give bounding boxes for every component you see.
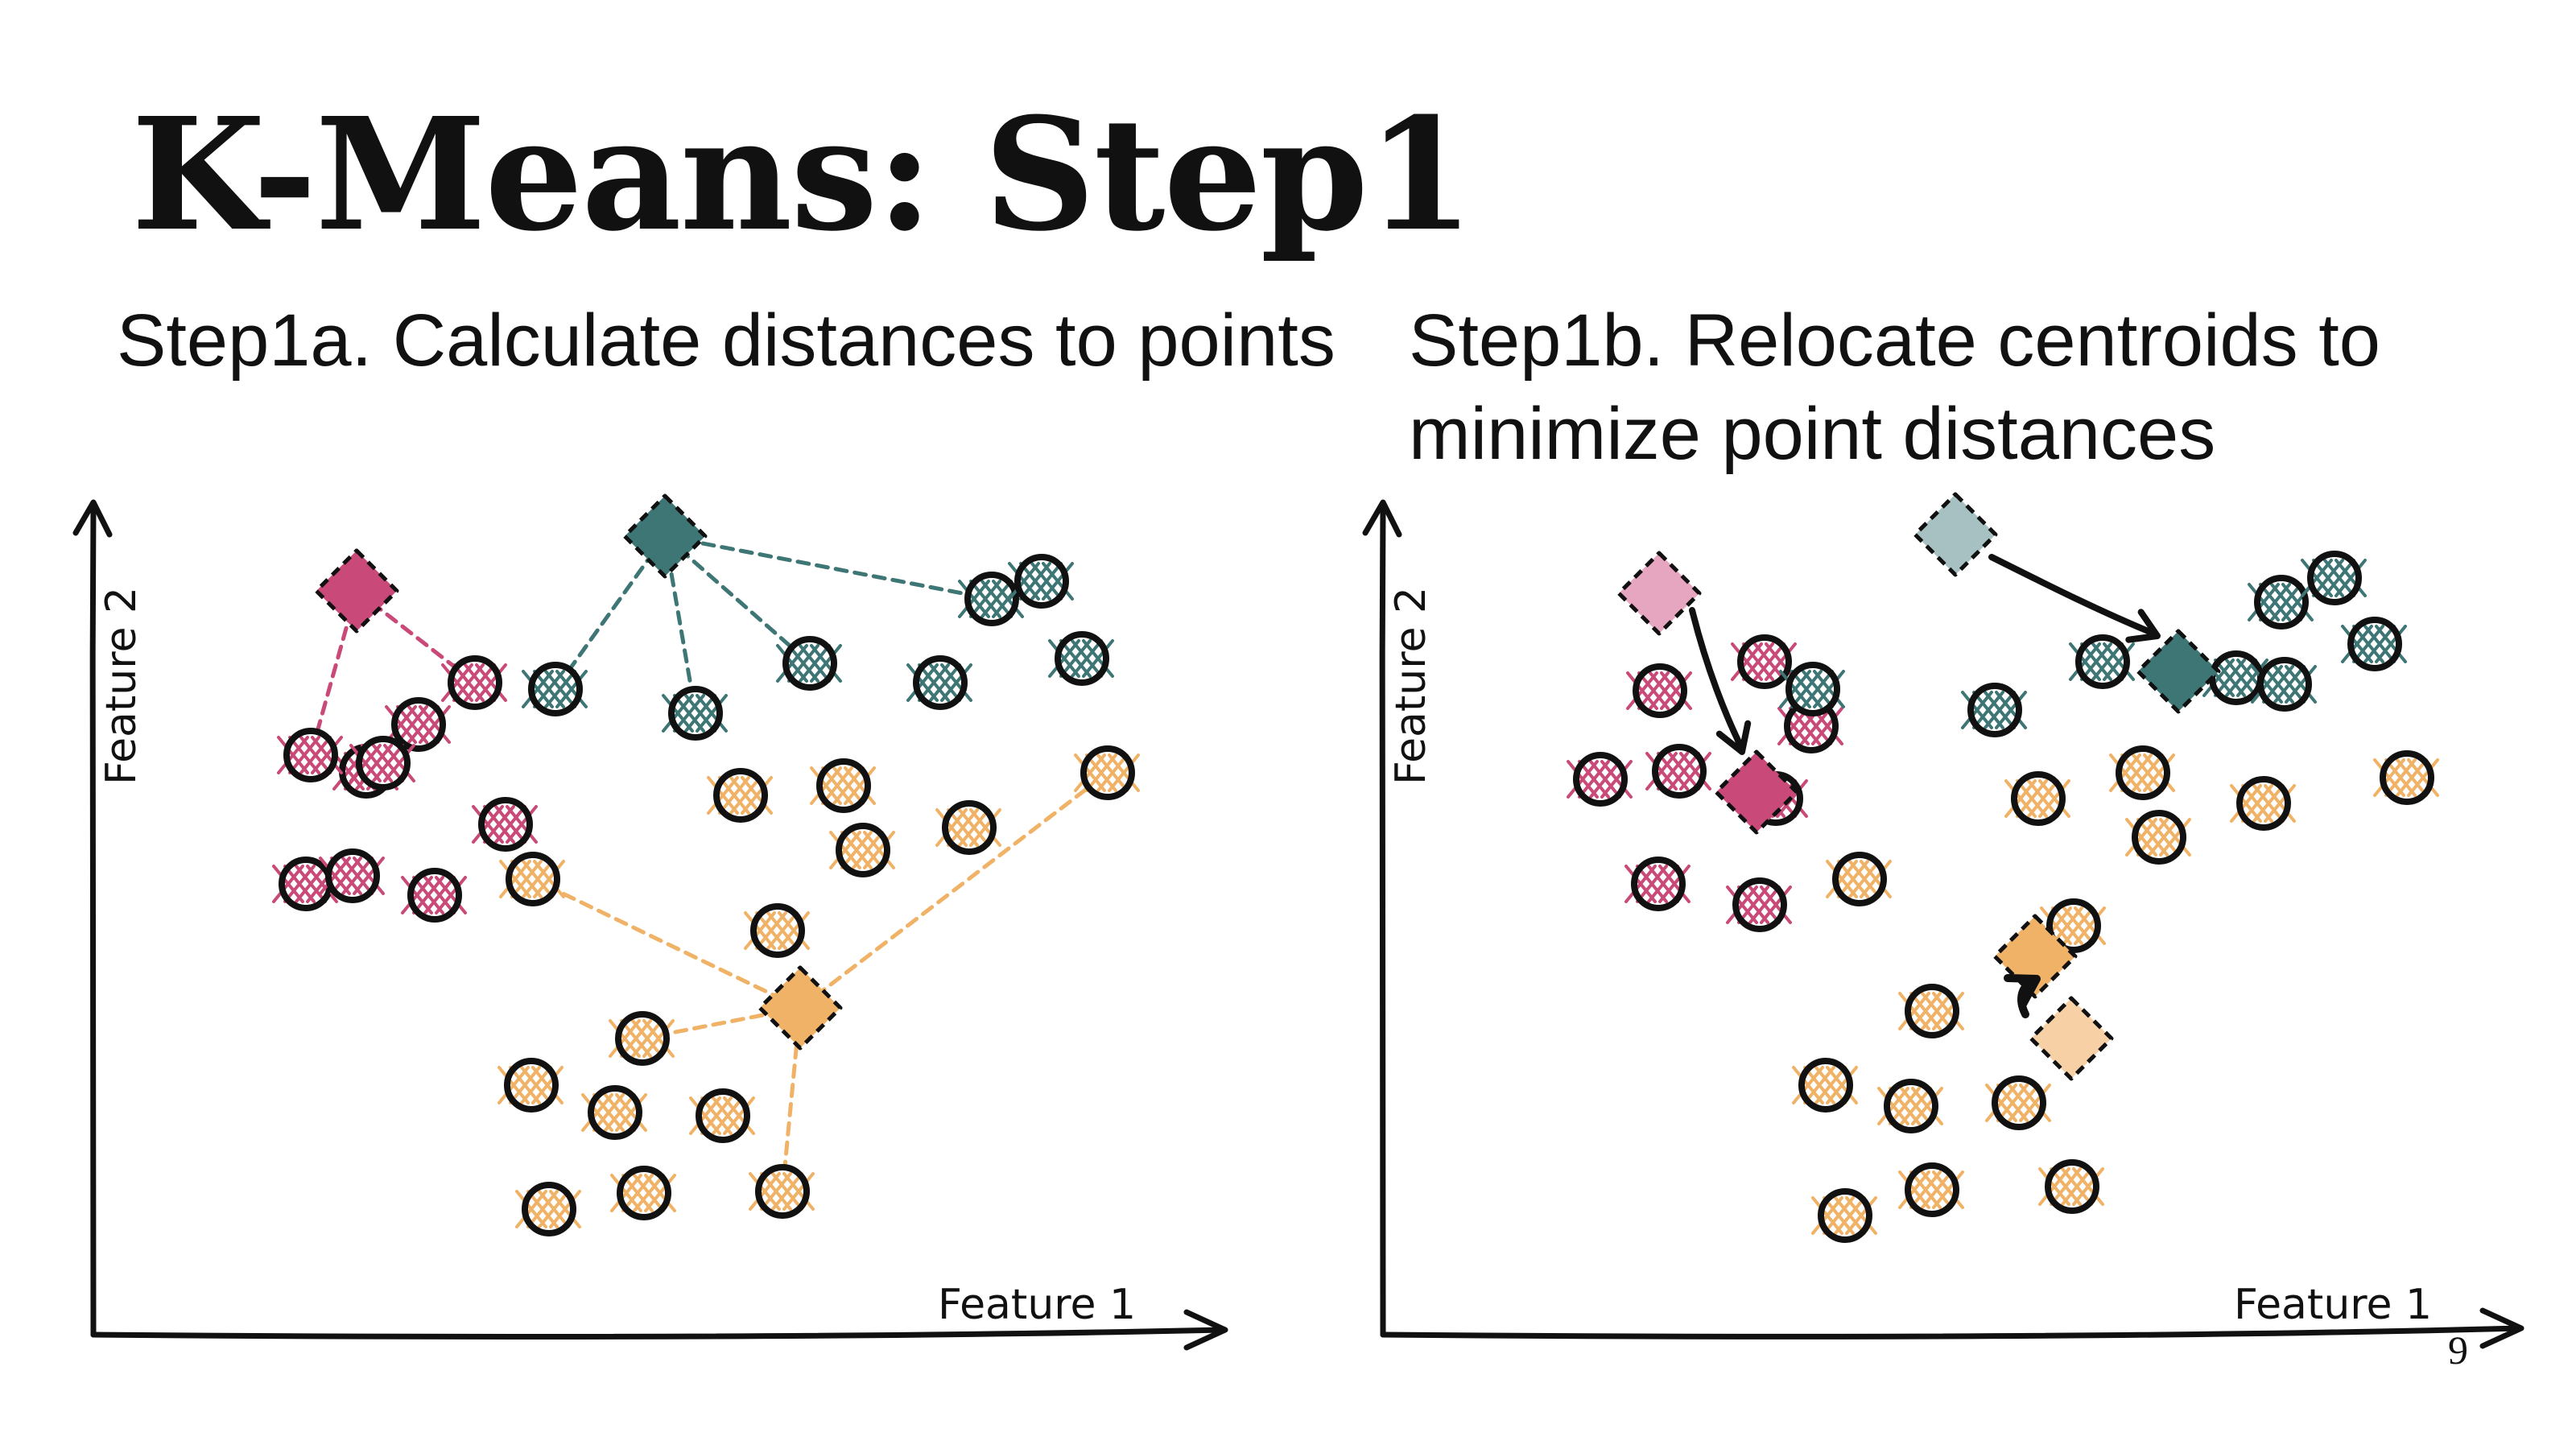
data-point-orange-8	[609, 1011, 675, 1066]
data-point-pink-3	[441, 655, 507, 710]
data-point-orange-13	[610, 1166, 676, 1220]
step1b-caption-line2: minimize point distances	[1409, 393, 2216, 475]
data-point-teal-4	[906, 655, 972, 710]
step1b-x-axis	[1380, 1307, 2524, 1349]
centroid-teal	[622, 493, 708, 579]
distance-line-teal-3	[663, 534, 812, 666]
new-centroid-pink	[1714, 749, 1799, 835]
move-arrow-orange	[2004, 974, 2041, 1018]
data-point-orange-7	[2040, 898, 2106, 953]
data-point-pink-5	[1567, 752, 1633, 807]
data-point-orange-9	[1792, 1058, 1858, 1113]
distance-line-orange-4	[798, 770, 1110, 1010]
data-point-pink-6	[401, 868, 467, 923]
centroid-orange	[758, 965, 843, 1051]
distance-line-teal-4	[663, 534, 994, 601]
data-point-orange-10	[1877, 1079, 1943, 1133]
data-point-orange-1	[1826, 852, 1892, 906]
old-centroid-orange	[2029, 996, 2114, 1081]
data-point-orange-2	[810, 758, 876, 813]
data-point-teal-5	[2248, 575, 2314, 630]
slide-title: K-Means: Step1	[131, 85, 1474, 266]
data-point-pink-1	[1626, 663, 1692, 718]
data-point-teal-3	[776, 636, 842, 691]
data-point-teal-1	[522, 662, 588, 716]
step1a-y-axis-label: Feature 2	[97, 587, 146, 785]
data-point-orange-13	[1898, 1162, 1964, 1217]
step1b-caption-line1: Step1b. Relocate centroids to	[1409, 299, 2380, 382]
data-point-orange-14	[749, 1164, 815, 1219]
centroid-pink	[314, 548, 399, 634]
step1a-diagram: Feature 1 Feature 2	[72, 493, 1228, 1351]
distance-line-orange-1	[530, 877, 803, 1010]
data-point-orange-12	[1811, 1188, 1877, 1243]
data-point-orange-2	[2004, 771, 2070, 826]
data-point-orange-1	[707, 768, 773, 823]
data-point-pink-7	[1726, 877, 1792, 932]
move-arrow-teal	[1988, 554, 2161, 643]
step1a-x-axis	[90, 1309, 1228, 1351]
data-point-pink-7	[272, 857, 338, 911]
data-point-teal-7	[2341, 617, 2407, 671]
data-point-teal-2	[1961, 683, 2027, 737]
data-point-orange-3	[829, 823, 895, 877]
data-point-pink-2	[277, 728, 343, 782]
data-point-pink-8	[349, 736, 415, 791]
data-point-teal-6	[1008, 554, 1074, 609]
data-point-orange-4	[2125, 810, 2191, 865]
data-point-orange-5	[2230, 776, 2296, 831]
data-point-orange-6	[2373, 750, 2439, 805]
data-point-teal-8	[2251, 657, 2317, 712]
step1a-y-axis	[72, 499, 113, 1338]
step1b-y-axis-label: Feature 2	[1387, 587, 1435, 785]
page-number: 9	[2448, 1327, 2468, 1373]
data-point-pink-3	[1645, 744, 1711, 799]
data-point-teal-4	[2202, 650, 2268, 705]
step1a-x-axis-label: Feature 1	[938, 1281, 1136, 1329]
data-point-orange-3	[2109, 745, 2175, 800]
data-point-orange-9	[497, 1058, 564, 1113]
step1b-y-axis	[1362, 499, 1402, 1338]
data-point-orange-14	[2038, 1159, 2104, 1214]
step1a-caption: Step1a. Calculate distances to points	[117, 299, 1335, 382]
distance-line-teal-1	[553, 534, 667, 691]
data-point-pink-6	[1624, 857, 1690, 911]
data-point-pink-9	[319, 848, 385, 903]
data-point-orange-8	[1898, 984, 1964, 1038]
data-point-orange-5	[1074, 745, 1140, 800]
data-point-pink-4	[472, 797, 538, 852]
move-arrow-pink	[1689, 607, 1752, 755]
data-point-pink-2	[1731, 634, 1797, 689]
data-point-teal-5	[958, 572, 1024, 626]
step1b-x-axis-label: Feature 1	[2234, 1281, 2432, 1329]
data-point-orange-11	[689, 1088, 755, 1143]
old-centroid-pink	[1616, 551, 1702, 636]
new-centroid-teal	[2136, 629, 2221, 714]
data-point-teal-2	[662, 686, 728, 741]
data-point-teal-3	[2069, 634, 2135, 689]
data-point-pink-5	[385, 697, 451, 752]
step1b-caption: Step1b. Relocate centroids to minimize p…	[1409, 294, 2380, 481]
data-point-orange-6	[499, 852, 565, 906]
data-point-orange-7	[744, 903, 810, 958]
old-centroid-teal	[1913, 492, 1998, 577]
data-point-orange-10	[581, 1085, 647, 1140]
data-point-teal-7	[1048, 631, 1114, 686]
step1b-diagram: Feature 1 Feature 2	[1362, 492, 2524, 1349]
data-point-orange-4	[935, 800, 1001, 855]
data-point-teal-6	[2301, 551, 2367, 605]
data-point-teal-1	[1779, 662, 1845, 716]
data-point-orange-11	[1985, 1075, 2051, 1130]
data-point-orange-12	[515, 1182, 581, 1236]
